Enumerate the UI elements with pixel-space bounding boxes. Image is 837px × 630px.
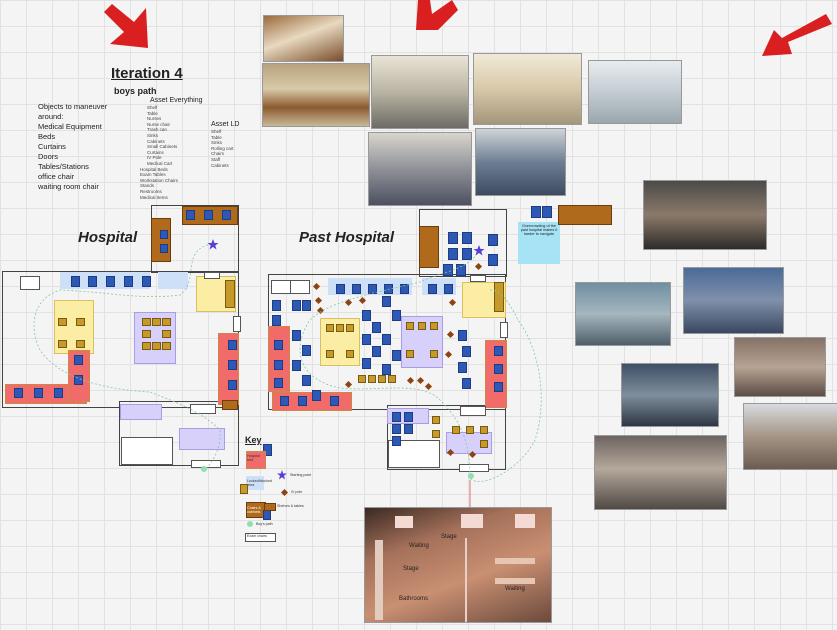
asset-item: IV Pole — [147, 155, 162, 161]
asset-item: Medical Cart — [147, 160, 173, 166]
reference-photo-dialysis-room[interactable] — [475, 128, 566, 196]
render-label: Bathrooms — [399, 596, 429, 602]
objects-item: Beds — [38, 132, 56, 141]
asset-everything-list: Shelf Table Nurses Nurse chair Trash can… — [140, 105, 178, 200]
objects-list: Objects to maneuver around: Medical Equi… — [38, 102, 118, 192]
reference-photo-ward-room[interactable] — [371, 55, 469, 129]
key-title: Key — [245, 435, 262, 445]
legend-item: Boy's path — [256, 522, 273, 526]
asset-item: Shelf — [211, 129, 222, 134]
arrow-down-right-icon — [762, 14, 832, 56]
asset-item: Small Cabinets — [147, 144, 178, 150]
asset-item: Staff — [211, 156, 221, 162]
sticky-note[interactable]: Overcrowding of the past hospital makes … — [518, 222, 560, 264]
hospital-label: Hospital — [78, 229, 138, 246]
render-label: Waiting — [409, 543, 429, 549]
reference-photo-waiting-room[interactable] — [368, 132, 472, 206]
reference-photo-crowded-1[interactable] — [643, 180, 767, 250]
star-icon — [277, 470, 287, 480]
chair-icon — [542, 206, 552, 218]
objects-item: Tables/Stations — [38, 162, 89, 171]
asset-item: Medical Items — [140, 194, 168, 200]
reference-photo-crowded-5[interactable] — [621, 363, 719, 427]
objects-item: office chair — [38, 172, 75, 181]
asset-item: Sinks — [211, 140, 223, 146]
asset-item: Cabinets — [211, 162, 229, 168]
arrow-down-center-icon — [416, 0, 458, 30]
render-label: Stage — [403, 566, 419, 572]
legend-item: Shelves & tables — [277, 504, 304, 508]
asset-item: Restrooms — [140, 188, 162, 194]
asset-item: Workstation Chairs — [140, 177, 178, 183]
page-subtitle: boys path — [114, 86, 157, 96]
reference-photo-bed-room[interactable] — [473, 53, 582, 125]
objects-item: Medical Equipment — [38, 122, 102, 131]
asset-item: Table — [211, 134, 222, 140]
asset-item: Rolling cart — [211, 145, 234, 151]
asset-item: Table — [147, 110, 158, 116]
asset-item: Chairs — [211, 151, 225, 157]
asset-item: Nurses — [147, 116, 162, 122]
3d-render-preview[interactable]: Stage Waiting Stage Waiting Bathrooms — [364, 507, 552, 623]
asset-ld-list: Shelf Table Sinks Rolling cart Chairs St… — [211, 129, 234, 168]
asset-item: Stands — [140, 183, 155, 189]
reference-photo-crowded-4[interactable] — [734, 337, 826, 397]
legend-item: Exam chairs — [247, 534, 267, 538]
arrow-down-left-icon — [104, 4, 148, 48]
asset-item: Sinks — [147, 132, 159, 138]
reference-photo-crowded-2[interactable] — [575, 282, 671, 346]
legend-item: Chairs & cabinets — [247, 506, 261, 514]
asset-everything-heading: Asset Everything — [150, 97, 203, 104]
start-star-icon — [473, 245, 485, 256]
render-label: Stage — [441, 534, 457, 540]
page-title: Iteration 4 — [111, 65, 183, 82]
reference-photo-crowded-7[interactable] — [594, 435, 727, 510]
render-label: Waiting — [505, 586, 525, 592]
asset-ld-heading: Asset LD — [211, 121, 240, 128]
asset-item: Hospital Beds — [140, 166, 168, 172]
asset-item: Shelf — [147, 105, 158, 110]
cabinet-row — [558, 205, 612, 225]
reference-photo-nurse-station[interactable] — [262, 63, 370, 127]
objects-item: Curtains — [38, 142, 66, 151]
reference-photo-reception[interactable] — [263, 15, 344, 62]
objects-item: waiting room chair — [38, 182, 99, 191]
start-star-icon — [207, 239, 219, 250]
chair-icon — [531, 206, 541, 218]
past-hospital-label: Past Hospital — [299, 229, 395, 246]
asset-item: Trash can — [147, 127, 167, 133]
reference-photo-corridor[interactable] — [588, 60, 682, 124]
asset-item: Cabinets — [147, 138, 165, 144]
reference-photo-crowded-6[interactable] — [743, 403, 837, 470]
asset-item: Nurse chair — [147, 121, 171, 127]
objects-item: Doors — [38, 152, 59, 161]
legend-item: Hospital bed — [247, 454, 260, 462]
legend-item: Starting point — [290, 473, 312, 477]
asset-item: Curtains — [147, 149, 164, 155]
legend-item: Locked/blocked area — [247, 479, 272, 487]
legend-item: IV pole — [291, 490, 303, 494]
objects-heading: Objects to maneuver around: — [38, 102, 108, 121]
reference-photo-crowded-3[interactable] — [683, 267, 784, 334]
asset-item: Exam Tables — [140, 172, 166, 178]
